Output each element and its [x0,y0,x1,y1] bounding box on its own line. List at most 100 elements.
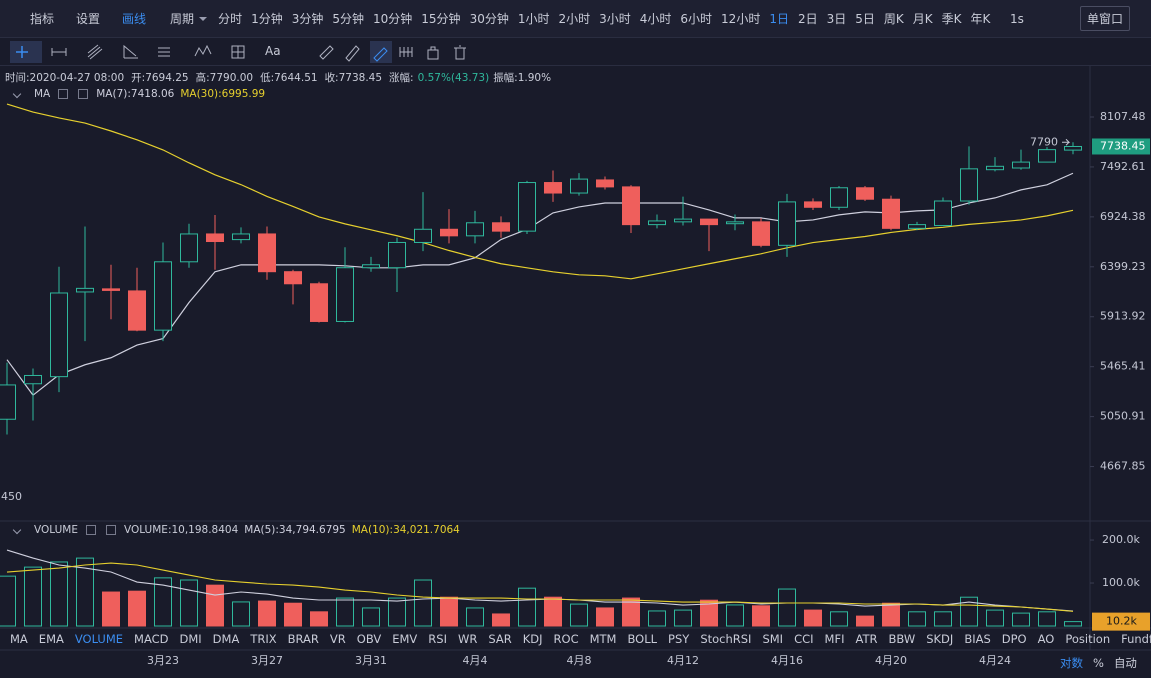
axis-option[interactable]: 自动 [1113,656,1137,670]
indicator-name[interactable]: MA [34,88,51,100]
indicator-tab[interactable]: StochRSI [700,632,752,646]
indicator-tab[interactable]: BRAR [287,632,319,646]
legend-entry: VOLUME:10,198.8404 [123,524,239,536]
indicator-tab[interactable]: SMI [762,632,784,646]
indicator-name[interactable]: VOLUME [34,524,78,536]
axis-option[interactable]: 对数 [1060,656,1083,670]
period-button[interactable]: 12小时 [721,12,761,26]
period-button[interactable]: 5分钟 [332,12,364,26]
candle-body [596,179,614,188]
indicator-tab[interactable]: MA [10,632,28,646]
candle-body [1038,149,1056,163]
indicator-tab[interactable]: MFI [824,632,845,646]
period-button[interactable]: 10分钟 [373,12,413,26]
period-button[interactable]: 1日 [769,12,789,26]
tool-button[interactable]: 画线 [122,12,147,26]
text-tool[interactable]: Aa [265,44,281,58]
y-tick-label: 4667.85 [1100,460,1146,473]
candle-body [102,288,120,291]
period-dropdown[interactable]: 周期 [170,12,195,26]
indicator-tab[interactable]: KDJ [522,632,543,646]
indicator-tab[interactable]: CCI [794,632,814,646]
indicator-tab[interactable]: Fundflow [1121,632,1151,646]
indicator-tab[interactable]: EMA [38,632,64,646]
volume-bar [76,557,94,627]
indicator-tab[interactable]: BIAS [964,632,991,646]
high-arrow [1062,138,1071,146]
candle-body [76,287,94,293]
tool-button[interactable]: 设置 [76,12,101,26]
x-tick-label: 3月23 [147,654,179,667]
y-tick-label: 7492.61 [1100,160,1146,173]
volume-bar [960,596,978,627]
volume-bar [908,611,926,627]
period-button[interactable]: 2小时 [558,12,591,26]
indicator-tab[interactable]: MTM [589,632,617,646]
period-button[interactable]: 3小时 [599,12,631,26]
close-icon[interactable] [105,525,116,535]
indicator-tab[interactable]: SKDJ [926,632,954,646]
volume-bar [700,599,718,627]
period-button[interactable]: 3日 [826,12,847,26]
candle-body [960,168,978,202]
volume-bar [622,597,640,627]
collapse-arrow[interactable] [12,525,22,535]
volume-bar [882,602,900,627]
speed[interactable]: 1s [1010,11,1024,26]
period-button[interactable]: 年K [970,12,991,26]
x-tick-label: 3月31 [355,654,387,667]
dropdown-arrow [199,16,208,25]
volume-badge [1092,612,1150,631]
indicator-tab[interactable]: DPO [1001,632,1027,646]
indicator-tab[interactable]: PSY [668,632,690,646]
indicator-tab[interactable]: WR [457,632,478,646]
wave-icon [194,44,212,57]
indicator-tab[interactable]: OBV [356,632,382,646]
candle-body [752,221,770,246]
period-button[interactable]: 4小时 [639,12,672,26]
indicator-tab[interactable]: BBW [888,632,916,646]
period-button[interactable]: 分时 [218,12,243,26]
period-button[interactable]: 周K [883,12,904,26]
settings-icon[interactable] [85,525,96,535]
period-button[interactable]: 季K [941,12,962,26]
indicator-tab[interactable]: RSI [428,632,447,646]
indicator-tab[interactable]: VOLUME [74,632,124,646]
period-button[interactable]: 15分钟 [421,12,461,26]
period-button[interactable]: 6小时 [680,12,713,26]
indicator-tab[interactable]: EMV [392,632,418,646]
indicator-tab[interactable]: DMA [212,632,240,646]
chart-bg [0,66,1151,678]
close-icon[interactable] [78,89,89,99]
period-button[interactable]: 2日 [797,12,818,26]
parallel-icon [87,44,103,60]
collapse-arrow[interactable] [12,89,22,99]
period-button[interactable]: 1分钟 [251,12,283,26]
period-button[interactable]: 30分钟 [469,12,509,26]
indicator-tab[interactable]: TRIX [250,632,277,646]
indicator-tab[interactable]: Position [1065,632,1111,646]
candle-body [128,290,146,331]
axis-option[interactable]: % [1093,656,1104,670]
indicator-tab[interactable]: VR [329,632,346,646]
period-button[interactable]: 1小时 [517,12,550,26]
candle-body [310,283,328,322]
window-select[interactable]: 单窗口 [1080,6,1131,31]
indicator-tab[interactable]: SAR [488,632,512,646]
period-button[interactable]: 5日 [855,12,875,26]
indicator-tab[interactable]: DMI [179,632,202,646]
info-close: 收:7738.45 [324,72,383,84]
candle-body [908,224,926,229]
volume-last-label: 10.2k [1106,615,1137,628]
volume-bar [284,602,302,627]
settings-icon[interactable] [58,89,69,99]
indicator-tab[interactable]: AO [1037,632,1055,646]
indicator-tab[interactable]: ATR [855,632,878,646]
period-button[interactable]: 3分钟 [291,12,324,26]
indicator-tab[interactable]: MACD [134,632,169,646]
tool-button[interactable]: 指标 [30,12,55,26]
period-button[interactable]: 月K [912,12,933,26]
candle-body [414,228,432,243]
indicator-tab[interactable]: BOLL [627,632,658,646]
indicator-tab[interactable]: ROC [553,632,579,646]
